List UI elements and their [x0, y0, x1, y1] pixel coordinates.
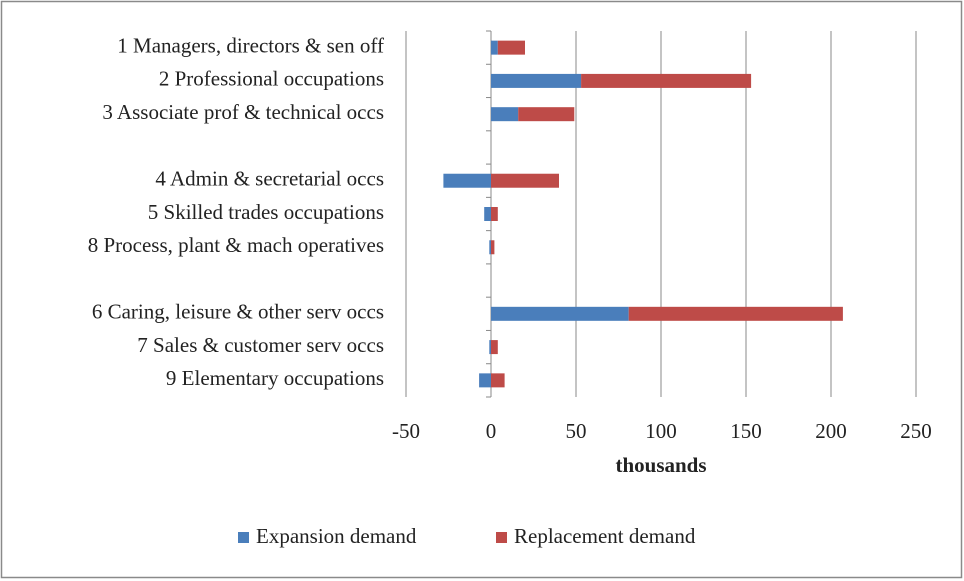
y-tick-label: 4 Admin & secretarial occs [155, 167, 384, 191]
x-tick-label: 0 [486, 419, 497, 443]
bar [491, 240, 495, 255]
bar [489, 240, 491, 255]
bar [491, 306, 629, 321]
y-tick-label: 7 Sales & customer serv occs [137, 333, 384, 357]
y-tick-label: 3 Associate prof & technical occs [102, 100, 384, 124]
x-tick-label: 150 [730, 419, 762, 443]
y-tick-label: 9 Elementary occupations [166, 366, 384, 390]
bar [491, 340, 498, 355]
bar [491, 173, 559, 188]
x-tick-label: -50 [392, 419, 420, 443]
bar [497, 40, 525, 55]
bar [491, 207, 498, 221]
y-tick-label: 8 Process, plant & mach operatives [88, 233, 384, 257]
x-tick-label: 250 [900, 419, 932, 443]
bar [491, 373, 505, 388]
bar [628, 306, 843, 321]
x-tick-label: 100 [645, 419, 677, 443]
bar [581, 73, 752, 88]
bar [443, 173, 491, 188]
y-tick-label: 2 Professional occupations [159, 67, 384, 91]
x-tick-label: 50 [566, 419, 587, 443]
y-tick-label: 1 Managers, directors & sen off [117, 33, 384, 57]
legend-label: Replacement demand [514, 524, 696, 548]
x-axis-label: thousands [615, 453, 706, 477]
y-tick-label: 6 Caring, leisure & other serv occs [92, 300, 384, 324]
bar [491, 73, 582, 88]
bar [491, 40, 498, 55]
bar [518, 107, 575, 122]
bar [484, 207, 491, 221]
legend-label: Expansion demand [256, 524, 417, 548]
y-tick-label: 5 Skilled trades occupations [148, 200, 384, 224]
bar [479, 373, 491, 388]
bar [489, 340, 491, 355]
bar [491, 107, 519, 122]
legend-swatch [238, 532, 249, 543]
legend-swatch [496, 532, 507, 543]
x-tick-label: 200 [815, 419, 847, 443]
